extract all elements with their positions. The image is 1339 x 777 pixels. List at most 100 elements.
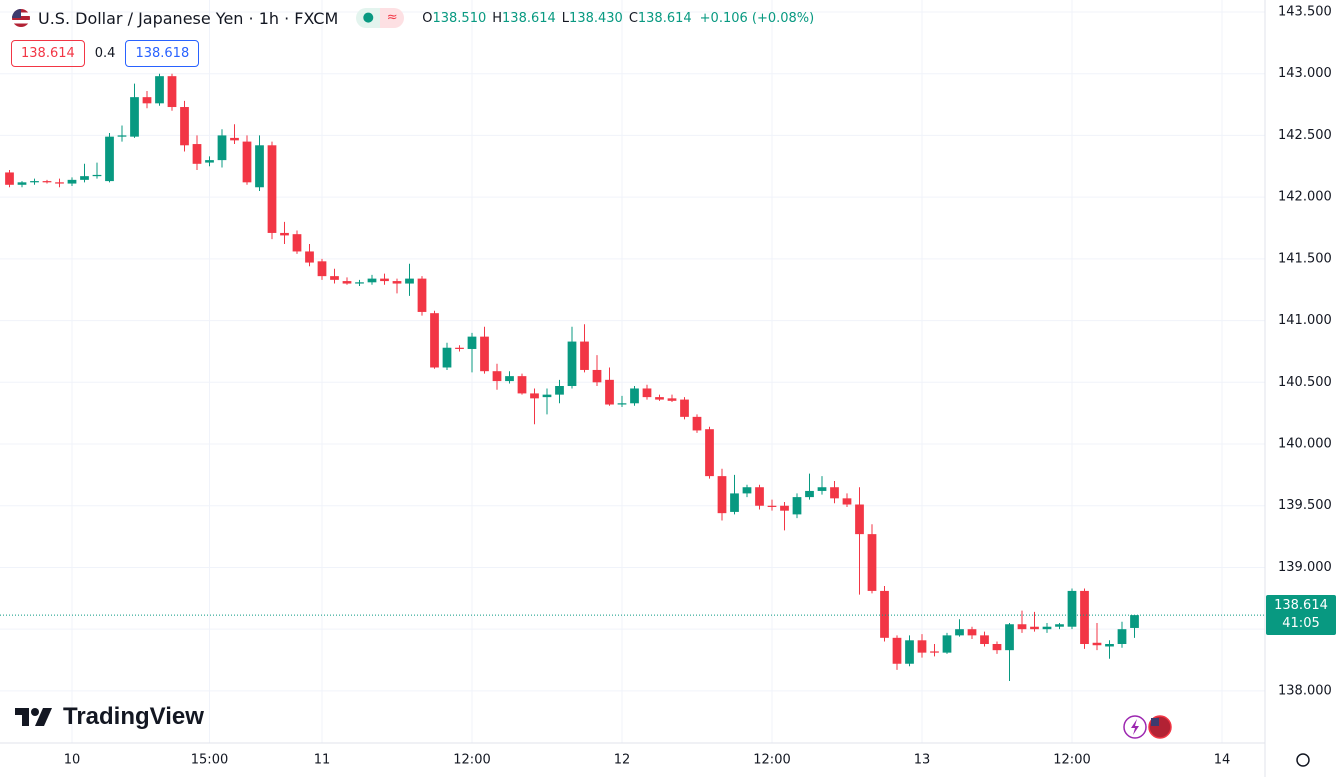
candle-body [192, 144, 202, 164]
candle-body [1017, 624, 1027, 630]
ohlc-item: O138.510 [422, 11, 486, 26]
candle-body [430, 313, 439, 368]
candle-body [730, 493, 739, 512]
quote: 138.614 0.4 138.618 [11, 40, 200, 67]
candle-body [555, 386, 564, 395]
y-tick-label: 141.500 [1278, 251, 1332, 266]
candle-body [1117, 629, 1127, 644]
symbol-title[interactable]: U.S. Dollar / Japanese Yen · 1h · FXCM [38, 8, 339, 28]
x-tick-label: 12:00 [1053, 753, 1090, 768]
candle-body [1055, 624, 1064, 627]
candle-body [655, 397, 664, 400]
status-pill[interactable]: ● ≈ [356, 8, 405, 28]
candle-body [217, 135, 227, 161]
x-tick-label: 15:00 [191, 753, 228, 768]
candle-body [1005, 624, 1014, 651]
candle-body [667, 398, 677, 401]
settings-icon[interactable] [1296, 753, 1310, 767]
y-tick-label: 141.000 [1278, 313, 1332, 328]
y-tick-label: 142.500 [1278, 128, 1332, 143]
x-tick-label: 13 [914, 753, 931, 768]
market-status[interactable]: ● [356, 8, 381, 28]
watermark-text: TradingView [63, 703, 204, 730]
ohlc-value: 138.430 [569, 10, 623, 26]
candle-body [42, 181, 52, 183]
x-tick-label: 12:00 [753, 753, 790, 768]
candle-body [180, 107, 189, 146]
ohlc-legend: O138.510 H138.614 L138.430 C138.614 [422, 11, 691, 26]
symbol-flag [12, 9, 30, 27]
candle-body [205, 160, 214, 163]
candle-body [292, 234, 302, 252]
candle-body [717, 476, 727, 514]
ohlc-key: C [628, 10, 638, 26]
candle-body [1030, 626, 1039, 630]
candle-body [30, 181, 39, 183]
candle-body [392, 281, 402, 284]
candle-body [892, 637, 902, 664]
y-tick-label: 142.000 [1278, 190, 1332, 205]
candle-body [517, 376, 527, 394]
candle-body [930, 651, 939, 653]
candle-body [105, 136, 114, 182]
x-tick-label: 12:00 [453, 753, 490, 768]
logo [15, 708, 52, 726]
candle-body [967, 629, 977, 636]
candle-body [442, 347, 452, 368]
candle-body [467, 336, 477, 349]
y-tick-label: 143.500 [1278, 4, 1332, 19]
candle-body [942, 635, 952, 653]
alert-bolt [1131, 719, 1139, 735]
x-tick-label: 12 [614, 753, 631, 768]
candle-body [342, 281, 352, 284]
candle-body [842, 498, 852, 505]
y-tick-label: 139.500 [1278, 498, 1332, 513]
candle-body [530, 393, 539, 399]
candle-body [742, 487, 752, 494]
y-tick-label: 139.000 [1278, 560, 1332, 575]
candle-body [855, 504, 864, 535]
candle-body [617, 403, 627, 405]
countdown: 41:05 [1282, 616, 1320, 632]
candle-body [605, 379, 614, 405]
data-status[interactable]: ≈ [380, 8, 405, 28]
candle-body [1067, 590, 1077, 627]
candle-body [80, 176, 89, 180]
candle-body [267, 145, 277, 233]
candle-body [5, 172, 14, 185]
y-tick-label: 143.000 [1278, 66, 1332, 81]
header: U.S. Dollar / Japanese Yen · 1h · FXCM ●… [12, 8, 814, 28]
candle-body [1105, 643, 1114, 647]
candle-body [867, 534, 877, 591]
candle-body [805, 490, 814, 498]
ohlc-item: L138.430 [562, 11, 623, 26]
y-tick-label: 138.000 [1278, 683, 1332, 698]
ohlc-key: O [422, 10, 433, 26]
candle-body [880, 590, 889, 638]
candle-body [992, 643, 1002, 651]
candle-body [417, 278, 427, 312]
candle-body [980, 635, 989, 644]
candle-body [242, 141, 252, 183]
buy-price[interactable]: 138.618 [125, 40, 200, 67]
candle-body [317, 261, 327, 277]
candle-body [92, 174, 102, 177]
x-tick-label: 11 [314, 753, 331, 768]
candle-body [367, 278, 377, 283]
candle-body [792, 497, 802, 515]
candle-body [230, 137, 239, 141]
candle-body [117, 135, 127, 137]
candle-body [17, 182, 27, 185]
last-price: 138.614 [1274, 598, 1328, 614]
candle-body [155, 76, 164, 104]
y-tick-label: 140.500 [1278, 375, 1332, 390]
candle-body [480, 336, 489, 372]
currency-flag-canton [1151, 718, 1159, 726]
candle-body [330, 276, 339, 280]
candle-body [405, 278, 414, 284]
sell-price[interactable]: 138.614 [11, 40, 85, 67]
candle-body [642, 388, 652, 398]
candle-body [917, 640, 927, 653]
candle-body [505, 376, 514, 382]
